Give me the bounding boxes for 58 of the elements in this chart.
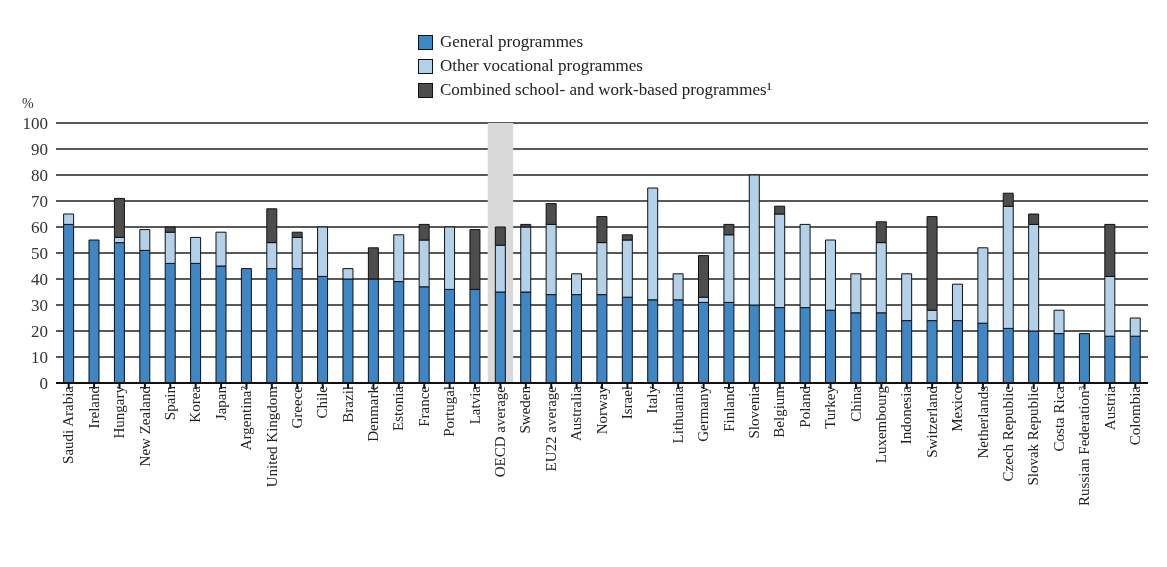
y-tick-label: 10 xyxy=(31,348,48,368)
x-tick-label: Netherlands xyxy=(974,385,991,459)
x-tick-label: Italy xyxy=(644,385,661,414)
x-tick-label: Germany xyxy=(695,385,712,442)
y-tick-label: 0 xyxy=(39,374,48,394)
x-tick-label: Spain xyxy=(161,385,178,421)
x-tick-label: Argentina² xyxy=(238,385,255,451)
x-tick-label: Ireland xyxy=(85,385,102,429)
x-tick-label: Switzerland xyxy=(923,385,940,458)
x-tick-label: Israel xyxy=(619,386,636,420)
legend-label: Other vocational programmes xyxy=(440,55,643,77)
legend-label: Combined school- and work-based programmes¹ xyxy=(440,79,772,101)
x-tick-label: New Zealand xyxy=(136,385,153,467)
x-tick-label: China xyxy=(847,385,864,422)
x-tick-label: Austria xyxy=(1101,385,1118,431)
x-tick-label: France xyxy=(415,385,432,427)
x-tick-label: Greece xyxy=(288,385,305,429)
x-tick-label: Lithuania xyxy=(669,385,686,444)
x-tick-label: EU22 average xyxy=(542,385,559,472)
x-tick-label: Sweden xyxy=(517,385,534,434)
x-tick-label: Saudi Arabia xyxy=(60,385,77,464)
x-tick-label: Colombia xyxy=(1126,385,1143,446)
y-tick-label: 60 xyxy=(31,218,48,238)
x-tick-label: Slovenia xyxy=(746,385,763,439)
x-tick-label: Slovak Republic xyxy=(1025,385,1042,486)
x-tick-label: Norway xyxy=(593,385,610,435)
y-tick-label: 80 xyxy=(31,166,48,186)
y-axis-title: % xyxy=(22,96,34,112)
x-tick-label: Costa Rica xyxy=(1050,385,1067,452)
x-tick-label: Belgium xyxy=(771,385,788,438)
x-tick-label: Latvia xyxy=(466,385,483,425)
x-tick-label: Finland xyxy=(720,385,737,432)
y-tick-label: 20 xyxy=(31,322,48,342)
y-tick-label: 70 xyxy=(31,192,48,212)
x-tick-label: Portugal xyxy=(441,386,458,437)
y-tick-label: 40 xyxy=(31,270,48,290)
x-tick-label: OECD average xyxy=(492,385,509,478)
legend-label: General programmes xyxy=(440,31,584,53)
x-tick-label: Japan xyxy=(212,385,229,421)
x-tick-label: Brazil xyxy=(339,386,356,423)
y-tick-label: 90 xyxy=(31,140,48,160)
x-tick-label: Czech Republic xyxy=(999,385,1016,482)
x-tick-label: United Kingdom xyxy=(263,385,280,488)
y-tick-label: 100 xyxy=(22,114,48,134)
x-tick-label: Chile xyxy=(314,385,331,419)
x-tick-label: Mexico xyxy=(949,386,966,432)
x-tick-label: Indonesia xyxy=(898,385,915,445)
x-tick-label: Australia xyxy=(568,385,585,441)
x-tick-label: Poland xyxy=(796,385,813,428)
x-tick-label: Korea xyxy=(187,385,204,423)
x-tick-label: Turkey xyxy=(822,385,839,429)
x-tick-label: Russian Federation³ xyxy=(1076,385,1093,506)
x-tick-label: Estonia xyxy=(390,385,407,431)
x-tick-label: Hungary xyxy=(111,385,128,439)
x-tick-label: Luxembourg xyxy=(873,385,889,464)
y-tick-label: 30 xyxy=(31,296,48,316)
y-tick-label: 50 xyxy=(31,244,48,264)
x-tick-label: Denmark xyxy=(365,385,382,442)
